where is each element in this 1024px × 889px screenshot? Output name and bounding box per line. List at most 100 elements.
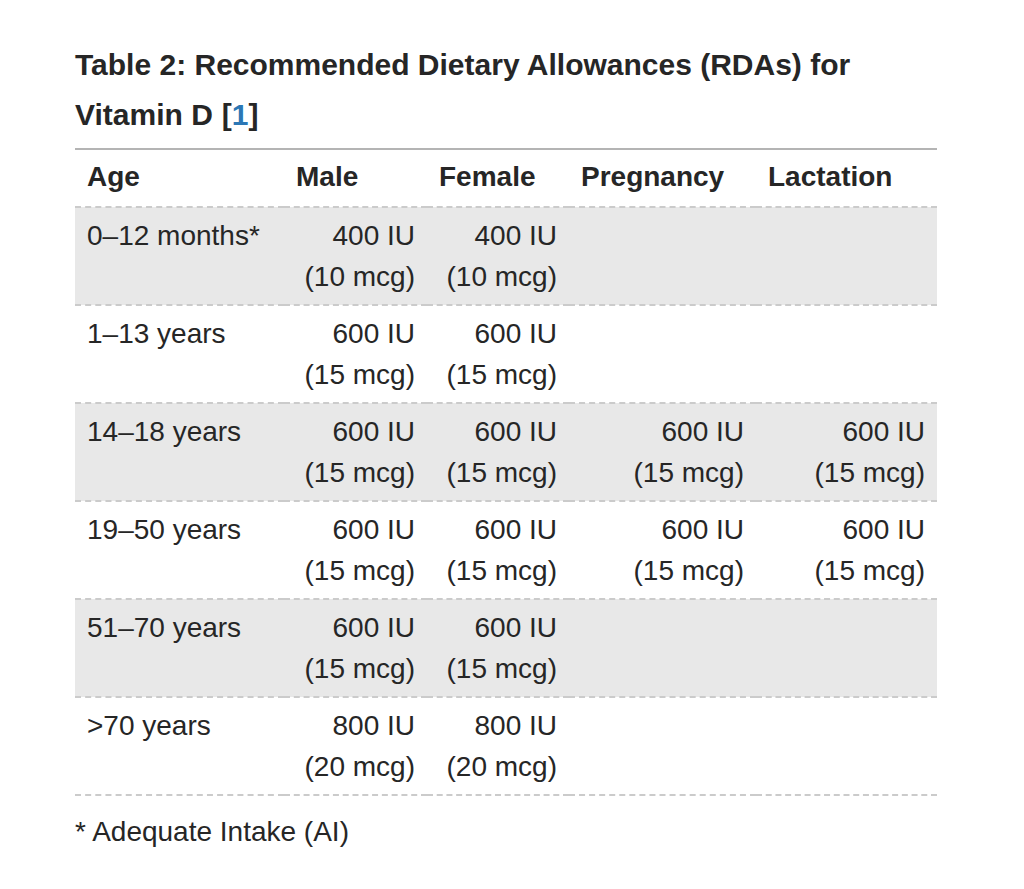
iu-value: 600 IU (439, 411, 557, 452)
iu-value: 800 IU (439, 705, 557, 746)
iu-value: 600 IU (439, 313, 557, 354)
citation-close-bracket: ] (249, 98, 259, 131)
age-cell: 14–18 years (75, 403, 284, 501)
age-cell: >70 years (75, 697, 284, 795)
age-cell: 0–12 months* (75, 207, 284, 305)
iu-value: 400 IU (296, 215, 415, 256)
mcg-value: (20 mcg) (439, 746, 557, 787)
iu-value: 600 IU (439, 509, 557, 550)
mcg-value: (15 mcg) (296, 354, 415, 395)
column-header-pregnancy: Pregnancy (569, 149, 756, 207)
pregnancy-cell: 600 IU (15 mcg) (569, 403, 756, 501)
iu-value (768, 607, 925, 648)
table-row: 14–18 years 600 IU (15 mcg) 600 IU (15 m… (75, 403, 937, 501)
iu-value (581, 313, 744, 354)
table-row: 1–13 years 600 IU (15 mcg) 600 IU (15 mc… (75, 305, 937, 403)
male-cell: 600 IU (15 mcg) (284, 403, 427, 501)
mcg-value (581, 354, 744, 395)
iu-value (768, 313, 925, 354)
iu-value: 600 IU (296, 509, 415, 550)
female-cell: 600 IU (15 mcg) (427, 305, 569, 403)
citation: [1] (222, 98, 259, 131)
female-cell: 400 IU (10 mcg) (427, 207, 569, 305)
mcg-value: (15 mcg) (296, 550, 415, 591)
mcg-value (768, 354, 925, 395)
mcg-value: (10 mcg) (296, 256, 415, 297)
mcg-value: (15 mcg) (581, 550, 744, 591)
column-header-lactation: Lactation (756, 149, 937, 207)
citation-link[interactable]: 1 (232, 98, 249, 131)
iu-value: 600 IU (296, 607, 415, 648)
iu-value: 800 IU (296, 705, 415, 746)
iu-value: 600 IU (439, 607, 557, 648)
iu-value: 600 IU (768, 411, 925, 452)
pregnancy-cell: 600 IU (15 mcg) (569, 501, 756, 599)
male-cell: 400 IU (10 mcg) (284, 207, 427, 305)
table-row: >70 years 800 IU (20 mcg) 800 IU (20 mcg… (75, 697, 937, 795)
column-header-female: Female (427, 149, 569, 207)
mcg-value (768, 256, 925, 297)
iu-value: 400 IU (439, 215, 557, 256)
mcg-value: (15 mcg) (581, 452, 744, 493)
mcg-value (581, 256, 744, 297)
mcg-value (768, 648, 925, 689)
iu-value: 600 IU (581, 509, 744, 550)
pregnancy-cell (569, 207, 756, 305)
pregnancy-cell (569, 305, 756, 403)
female-cell: 800 IU (20 mcg) (427, 697, 569, 795)
table-row: 19–50 years 600 IU (15 mcg) 600 IU (15 m… (75, 501, 937, 599)
iu-value (768, 705, 925, 746)
iu-value (581, 215, 744, 256)
mcg-value: (15 mcg) (439, 550, 557, 591)
female-cell: 600 IU (15 mcg) (427, 599, 569, 697)
mcg-value: (15 mcg) (439, 648, 557, 689)
male-cell: 600 IU (15 mcg) (284, 501, 427, 599)
lactation-cell (756, 599, 937, 697)
iu-value: 600 IU (768, 509, 925, 550)
column-header-male: Male (284, 149, 427, 207)
age-cell: 19–50 years (75, 501, 284, 599)
iu-value (581, 705, 744, 746)
lactation-cell (756, 697, 937, 795)
pregnancy-cell (569, 697, 756, 795)
male-cell: 600 IU (15 mcg) (284, 305, 427, 403)
iu-value (581, 607, 744, 648)
mcg-value: (15 mcg) (768, 550, 925, 591)
iu-value: 600 IU (296, 411, 415, 452)
citation-open-bracket: [ (222, 98, 232, 131)
title-line2: Vitamin D (75, 98, 213, 131)
age-cell: 1–13 years (75, 305, 284, 403)
title-line1: Table 2: Recommended Dietary Allowances … (75, 48, 850, 81)
footnote: * Adequate Intake (AI) (75, 812, 1024, 852)
lactation-cell: 600 IU (15 mcg) (756, 501, 937, 599)
table-title: Table 2: Recommended Dietary Allowances … (75, 40, 937, 140)
mcg-value: (15 mcg) (296, 452, 415, 493)
mcg-value (768, 746, 925, 787)
iu-value (768, 215, 925, 256)
male-cell: 600 IU (15 mcg) (284, 599, 427, 697)
male-cell: 800 IU (20 mcg) (284, 697, 427, 795)
lactation-cell: 600 IU (15 mcg) (756, 403, 937, 501)
female-cell: 600 IU (15 mcg) (427, 501, 569, 599)
mcg-value: (10 mcg) (439, 256, 557, 297)
female-cell: 600 IU (15 mcg) (427, 403, 569, 501)
mcg-value (581, 648, 744, 689)
iu-value: 600 IU (581, 411, 744, 452)
mcg-value: (15 mcg) (439, 452, 557, 493)
lactation-cell (756, 305, 937, 403)
mcg-value: (15 mcg) (296, 648, 415, 689)
age-cell: 51–70 years (75, 599, 284, 697)
header-row: Age Male Female Pregnancy Lactation (75, 149, 937, 207)
mcg-value: (15 mcg) (768, 452, 925, 493)
page: Table 2: Recommended Dietary Allowances … (0, 0, 1024, 852)
table-row: 51–70 years 600 IU (15 mcg) 600 IU (15 m… (75, 599, 937, 697)
lactation-cell (756, 207, 937, 305)
mcg-value (581, 746, 744, 787)
rda-table: Age Male Female Pregnancy Lactation 0–12… (75, 148, 937, 796)
mcg-value: (15 mcg) (439, 354, 557, 395)
column-header-age: Age (75, 149, 284, 207)
mcg-value: (20 mcg) (296, 746, 415, 787)
table-row: 0–12 months* 400 IU (10 mcg) 400 IU (10 … (75, 207, 937, 305)
iu-value: 600 IU (296, 313, 415, 354)
pregnancy-cell (569, 599, 756, 697)
